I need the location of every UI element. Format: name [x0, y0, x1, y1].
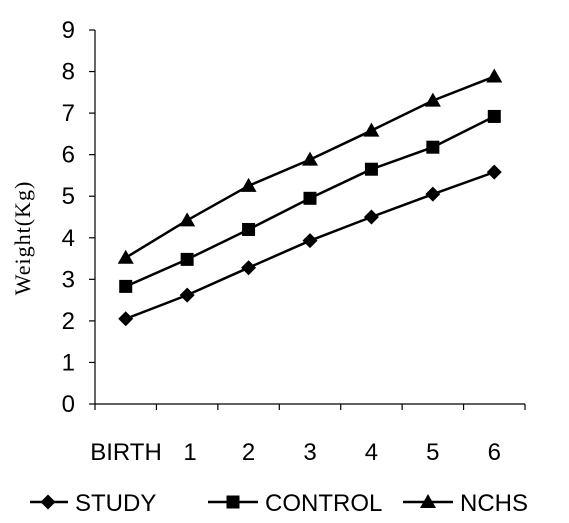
control-point — [426, 140, 440, 154]
x-tick-label: 3 — [303, 439, 316, 466]
legend-label-nchs: NCHS — [460, 490, 528, 517]
study-point — [425, 186, 441, 202]
x-tick-label: 2 — [242, 439, 255, 466]
control-point — [364, 162, 378, 176]
study-point — [302, 233, 318, 249]
y-ticks: 0 1 2 3 4 5 6 7 8 9 — [62, 17, 95, 418]
control-point — [487, 109, 501, 123]
study-point — [118, 311, 134, 327]
legend-label-control: CONTROL — [265, 490, 382, 517]
y-tick-label: 6 — [62, 142, 75, 169]
y-axis-title: Weight(Kg) — [10, 181, 35, 296]
y-tick-label: 9 — [62, 17, 75, 44]
series-control — [119, 109, 501, 293]
axes — [94, 30, 525, 405]
legend-item-control: CONTROL — [208, 490, 382, 517]
control-point — [180, 252, 194, 266]
study-point — [179, 287, 195, 303]
y-tick-label: 4 — [62, 225, 75, 252]
y-tick-label: 7 — [62, 100, 75, 127]
study-point — [241, 260, 257, 276]
control-point — [119, 279, 133, 293]
y-tick-label: 3 — [62, 266, 75, 293]
nchs-point — [363, 122, 380, 137]
nchs-point — [302, 151, 318, 166]
legend-marker-study — [40, 494, 56, 510]
nchs-point — [117, 249, 134, 264]
legend-marker-nchs — [420, 494, 436, 508]
x-tick-label: BIRTH — [90, 439, 162, 466]
series-nchs — [117, 68, 503, 264]
legend-item-study: STUDY — [30, 490, 156, 517]
nchs-point — [486, 68, 503, 83]
x-tick-label: 1 — [183, 439, 196, 466]
series-study — [118, 164, 502, 327]
nchs-point — [240, 177, 257, 192]
nchs-point — [179, 212, 196, 227]
control-point — [303, 191, 317, 205]
study-point — [363, 209, 379, 225]
x-ticks: BIRTH 1 2 3 4 5 6 — [90, 404, 526, 466]
series-layer — [117, 68, 503, 327]
control-point — [242, 222, 256, 236]
y-tick-label: 1 — [62, 349, 75, 376]
x-tick-label: 6 — [488, 439, 501, 466]
nchs-point — [424, 92, 441, 107]
study-point — [486, 164, 502, 180]
x-tick-label: 5 — [426, 439, 439, 466]
legend-marker-control — [226, 495, 240, 509]
legend: STUDY CONTROL NCHS — [30, 490, 528, 517]
legend-label-study: STUDY — [75, 490, 156, 517]
y-tick-label: 5 — [62, 183, 75, 210]
y-axis-label: Weight(Kg) — [10, 181, 35, 296]
y-tick-label: 8 — [62, 59, 75, 86]
y-tick-label: 2 — [62, 308, 75, 335]
y-tick-label: 0 — [62, 391, 75, 418]
legend-item-nchs: NCHS — [403, 490, 528, 517]
x-tick-label: 4 — [365, 439, 378, 466]
